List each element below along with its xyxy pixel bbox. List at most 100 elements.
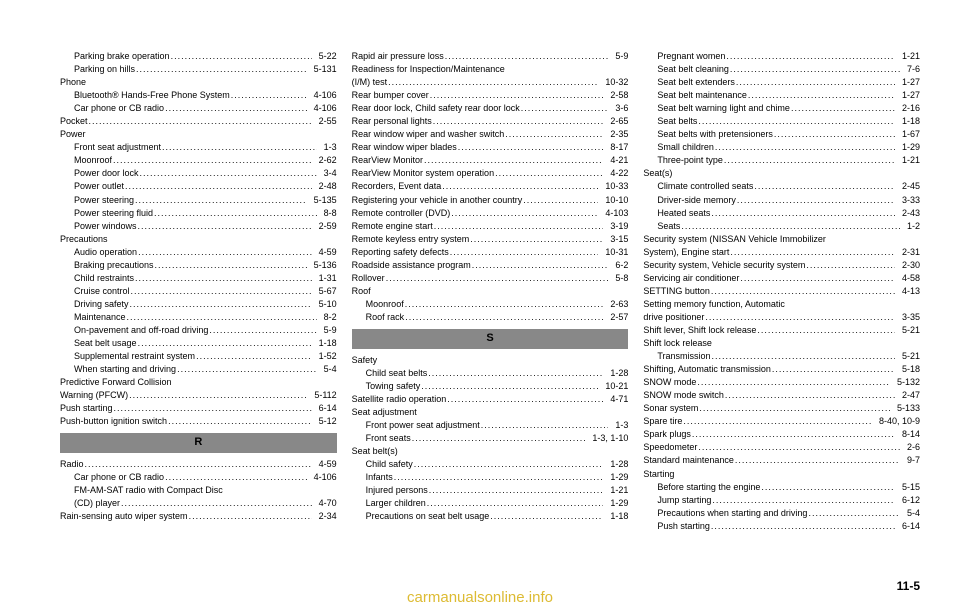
entry-page: 1-21 [896, 154, 920, 167]
entry-label: Front seat adjustment [74, 141, 161, 154]
entry-label: Shift lever, Shift lock release [643, 324, 756, 337]
entry-label: Moonroof [366, 298, 404, 311]
entry-page: 4-106 [308, 471, 337, 484]
entry-label: Rear personal lights [352, 115, 432, 128]
index-entry: Security system, Vehicle security system… [643, 259, 920, 272]
leader-dots [136, 63, 307, 76]
index-entry: Before starting the engine 5-15 [643, 481, 920, 494]
watermark-text: carmanualsonline.info [407, 589, 553, 606]
index-entry: Rear personal lights 2-65 [352, 115, 629, 128]
entry-page: 2-62 [313, 154, 337, 167]
leader-dots [472, 259, 609, 272]
leader-dots [125, 180, 312, 193]
entry-label: Servicing air conditioner [643, 272, 739, 285]
entry-page: 1-31 [313, 272, 337, 285]
column-2: Rapid air pressure loss 5-9Readiness for… [352, 50, 629, 570]
leader-dots [683, 415, 872, 428]
index-entry: Push starting 6-14 [60, 402, 337, 415]
index-entry: Power windows 2-59 [60, 220, 337, 233]
leader-dots [177, 363, 317, 376]
index-entry: Seat belts with pretensioners 1-67 [643, 128, 920, 141]
entry-label: Braking precautions [74, 259, 154, 272]
entry-label: Precautions on seat belt usage [366, 510, 490, 523]
leader-dots [209, 324, 316, 337]
index-entry: Seat belt maintenance 1-27 [643, 89, 920, 102]
leader-dots [712, 350, 895, 363]
leader-dots [699, 402, 890, 415]
leader-dots [430, 89, 604, 102]
index-entry: Front seats 1-3, 1-10 [352, 432, 629, 445]
leader-dots [421, 380, 598, 393]
entry-page: 4-59 [313, 458, 337, 471]
entry-page: 5-135 [308, 194, 337, 207]
index-heading: Roof [352, 285, 629, 298]
leader-dots [114, 402, 312, 415]
entry-page: 1-27 [896, 89, 920, 102]
entry-label: Precautions when starting and driving [657, 507, 807, 520]
entry-page: 3-19 [604, 220, 628, 233]
index-entry: Pocket 2-55 [60, 115, 337, 128]
entry-label: Jump starting [657, 494, 711, 507]
column-3: Pregnant women 1-21 Seat belt cleaning 7-… [643, 50, 920, 570]
entry-page: 1-3 [609, 419, 628, 432]
entry-page: 10-31 [599, 246, 628, 259]
entry-page: 2-63 [604, 298, 628, 311]
leader-dots [761, 481, 895, 494]
index-entry: Seat belt cleaning 7-6 [643, 63, 920, 76]
index-entry: Transmission 5-21 [643, 350, 920, 363]
page-number: 11-5 [897, 579, 920, 593]
entry-label: Maintenance [74, 311, 126, 324]
entry-label: Pregnant women [657, 50, 725, 63]
index-entry: Seat belt extenders 1-27 [643, 76, 920, 89]
entry-label: RearView Monitor system operation [352, 167, 494, 180]
index-entry: Rollover 5-8 [352, 272, 629, 285]
entry-label: Rain-sensing auto wiper system [60, 510, 188, 523]
leader-dots [135, 194, 307, 207]
entry-page: 5-18 [896, 363, 920, 376]
leader-dots [711, 207, 895, 220]
entry-label: Rear window wiper blades [352, 141, 457, 154]
entry-label: Power steering [74, 194, 134, 207]
leader-dots [394, 471, 604, 484]
entry-page: 1-2 [901, 220, 920, 233]
leader-dots [451, 207, 598, 220]
leader-dots [692, 428, 895, 441]
index-entry: Audio operation 4-59 [60, 246, 337, 259]
index-entry: Child safety 1-28 [352, 458, 629, 471]
entry-label: Satellite radio operation [352, 393, 447, 406]
index-entry: Roof rack 2-57 [352, 311, 629, 324]
entry-page: 4-58 [896, 272, 920, 285]
entry-label: SETTING button [643, 285, 710, 298]
index-entry: Larger children 1-29 [352, 497, 629, 510]
entry-page: 5-133 [891, 402, 920, 415]
leader-dots [405, 298, 604, 311]
entry-page: 4-13 [896, 285, 920, 298]
leader-dots [165, 102, 307, 115]
entry-label: Front power seat adjustment [366, 419, 480, 432]
entry-page: 3-15 [604, 233, 628, 246]
leader-dots [162, 141, 317, 154]
index-entry: Seats 1-2 [643, 220, 920, 233]
leader-dots [442, 180, 598, 193]
entry-page: 1-18 [604, 510, 628, 523]
entry-label: System), Engine start [643, 246, 729, 259]
index-heading: Seat belt(s) [352, 445, 629, 458]
index-entry: RearView Monitor 4-21 [352, 154, 629, 167]
entry-page: 7-6 [901, 63, 920, 76]
index-entry: Braking precautions 5-136 [60, 259, 337, 272]
entry-label: Push starting [657, 520, 710, 533]
leader-dots [196, 350, 312, 363]
index-entry: Child restraints 1-31 [60, 272, 337, 285]
entry-page: 2-57 [604, 311, 628, 324]
entry-label: Moonroof [74, 154, 112, 167]
entry-page: 5-112 [308, 389, 336, 402]
index-entry: Remote keyless entry system 3-15 [352, 233, 629, 246]
entry-label: Parking brake operation [74, 50, 170, 63]
entry-label: Rollover [352, 272, 385, 285]
leader-dots [445, 50, 609, 63]
entry-label: SNOW mode switch [643, 389, 724, 402]
index-entry: Power outlet 2-48 [60, 180, 337, 193]
entry-label: Rear window wiper and washer switch [352, 128, 505, 141]
index-entry: Rear door lock, Child safety rear door l… [352, 102, 629, 115]
entry-page: 1-67 [896, 128, 920, 141]
